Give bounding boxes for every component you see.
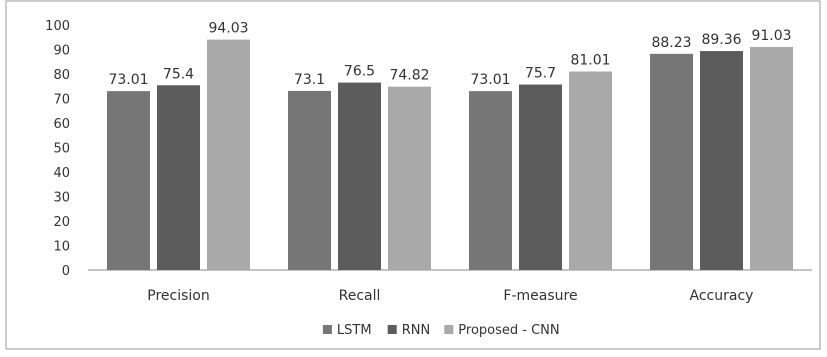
data-label: 88.23 xyxy=(651,35,691,51)
bar-proposed-cnn-recall xyxy=(388,86,431,270)
bar-proposed-cnn-f-measure xyxy=(569,71,612,270)
x-tick-label: F-measure xyxy=(503,288,577,304)
bar-proposed-cnn-accuracy xyxy=(750,46,793,270)
y-tick-label: 90 xyxy=(53,44,70,59)
legend-label: LSTM xyxy=(337,323,372,338)
bar-lstm-precision xyxy=(107,91,150,270)
data-label: 73.01 xyxy=(108,72,148,88)
data-label: 94.03 xyxy=(208,21,248,37)
legend-label: RNN xyxy=(402,323,430,338)
x-axis: Precision Recall F-measure Accuracy xyxy=(147,288,753,304)
x-tick-label: Accuracy xyxy=(690,288,754,304)
bar-lstm-accuracy xyxy=(650,53,693,270)
data-label: 75.7 xyxy=(525,66,556,82)
data-label: 81.01 xyxy=(570,53,610,69)
data-label: 73.01 xyxy=(470,72,510,88)
x-tick-label: Recall xyxy=(339,288,381,304)
bar-proposed-cnn-precision xyxy=(207,39,250,271)
y-tick-label: 50 xyxy=(53,142,70,157)
legend-swatch xyxy=(387,325,397,334)
legend: LSTM RNN Proposed - CNN xyxy=(322,323,560,338)
legend-swatch xyxy=(322,325,332,334)
legend-label: Proposed - CNN xyxy=(458,323,559,338)
data-label: 91.03 xyxy=(751,28,791,44)
bar-rnn-accuracy xyxy=(700,51,743,271)
bar-lstm-f-measure xyxy=(469,91,512,270)
bar-rnn-precision xyxy=(157,85,200,271)
legend-swatch xyxy=(444,325,454,334)
y-tick-label: 60 xyxy=(53,117,70,132)
y-tick-label: 30 xyxy=(53,191,70,206)
y-tick-label: 80 xyxy=(53,68,70,83)
y-tick-label: 20 xyxy=(53,215,70,230)
y-tick-label: 10 xyxy=(53,240,70,255)
y-tick-label: 70 xyxy=(53,93,70,108)
bar-lstm-recall xyxy=(288,90,331,270)
data-label: 76.5 xyxy=(344,64,375,80)
data-label: 75.4 xyxy=(163,66,194,82)
y-tick-label: 100 xyxy=(45,19,70,34)
data-labels: 73.01 75.4 94.03 73.1 76.5 74.82 73.01 75.7 81.0… xyxy=(108,21,791,88)
x-tick-label: Precision xyxy=(147,288,209,304)
data-label: 74.82 xyxy=(389,68,429,84)
data-label: 89.36 xyxy=(701,32,741,48)
bars xyxy=(107,39,793,271)
y-tick-label: 40 xyxy=(53,166,70,181)
bar-rnn-recall xyxy=(338,82,381,270)
y-tick-label: 0 xyxy=(62,264,70,279)
bar-rnn-f-measure xyxy=(519,84,562,270)
data-label: 73.1 xyxy=(294,72,325,88)
